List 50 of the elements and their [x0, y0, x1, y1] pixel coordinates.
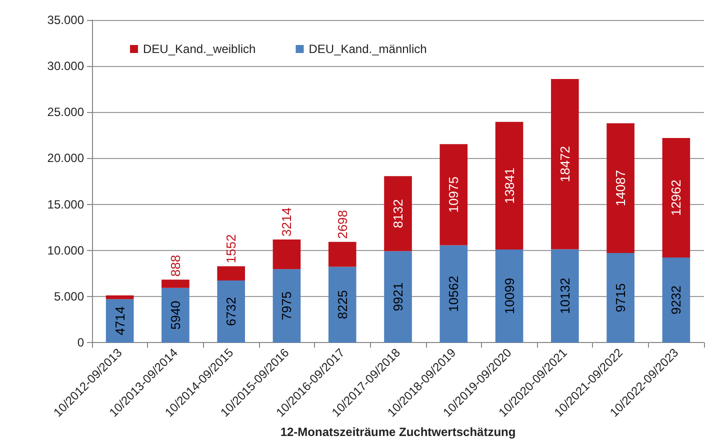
bar [162, 280, 190, 288]
bar [606, 253, 634, 343]
y-tick-label: 20.000 [47, 151, 84, 166]
bar [440, 245, 468, 343]
bar [217, 280, 245, 343]
data-label: 4714 [112, 306, 128, 336]
data-label: 3214 [279, 208, 294, 236]
data-label: 1552 [224, 234, 239, 264]
data-label: 2698 [334, 210, 350, 239]
data-label: 9715 [613, 283, 628, 312]
data-label: 10132 [557, 278, 572, 314]
data-label: 12962 [668, 180, 684, 216]
y-tick-label: 10.000 [47, 243, 84, 258]
legend-label: DEU_Kand._weiblich [143, 42, 256, 56]
data-label: 10975 [446, 176, 462, 213]
bar [272, 239, 301, 270]
bar [106, 299, 134, 343]
data-label: 7975 [279, 291, 294, 320]
bar [272, 269, 301, 343]
data-label: 18472 [557, 146, 572, 182]
bar [495, 249, 524, 343]
bar [106, 295, 134, 300]
data-label: 13841 [502, 168, 517, 204]
y-tick-label: 5.000 [54, 289, 84, 304]
x-axis-title: 12-Monatszeiträume Zuchtwertschätzung [280, 425, 516, 439]
bar [328, 242, 356, 267]
y-tick-label: 15.000 [47, 197, 84, 212]
y-tick-label: 35.000 [47, 13, 84, 27]
data-label: 8132 [390, 199, 406, 228]
bar [662, 257, 690, 343]
y-tick-label: 0 [77, 336, 84, 350]
legend-label: DEU_Kand._männlich [308, 42, 427, 56]
y-tick-label: 30.000 [47, 59, 84, 74]
data-label: 888 [168, 254, 183, 277]
data-label: 9232 [668, 286, 684, 314]
bar [551, 249, 579, 343]
data-label: 6732 [224, 297, 239, 326]
bar [606, 123, 634, 254]
data-label: 8225 [334, 290, 350, 320]
data-label: 14087 [613, 170, 628, 206]
data-label: 10562 [446, 276, 462, 312]
data-label: 10099 [502, 278, 517, 314]
data-label: 9921 [390, 282, 406, 312]
bar [551, 78, 579, 250]
bar [384, 251, 412, 343]
bar [162, 288, 190, 343]
y-tick-label: 25.000 [47, 105, 84, 120]
bar [217, 266, 245, 281]
data-label: 5940 [168, 300, 183, 330]
bar [328, 266, 356, 343]
